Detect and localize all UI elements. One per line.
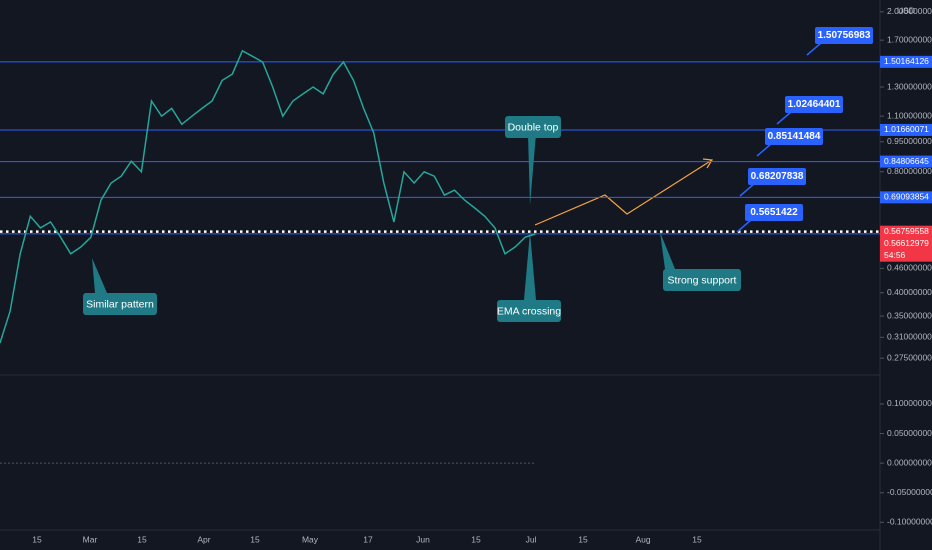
time-tick-label: 15 (137, 534, 147, 544)
price-tick-label: 1.70000000 (887, 34, 932, 44)
time-tick-label: May (302, 534, 319, 544)
price-tick-label: 0.40000000 (887, 287, 932, 297)
price-tick-label: 0.31000000 (887, 332, 932, 342)
projection-path (534, 159, 713, 226)
annotation-pointer (660, 232, 675, 269)
oscillator-tick-label: 0.05000000 (887, 428, 932, 438)
annotation-pointer (92, 258, 107, 293)
annotation-box (497, 300, 561, 322)
callout-box (785, 96, 843, 113)
annotation-box (83, 293, 157, 315)
time-tick-label: 15 (471, 534, 481, 544)
price-tick-label: 0.46000000 (887, 263, 932, 273)
callout-pointer (739, 183, 755, 197)
countdown: 54:56 (884, 250, 906, 260)
level-label: 1.01660071 (884, 124, 929, 134)
annotation-text: Similar pattern (86, 298, 154, 310)
callout-pointer (756, 143, 772, 157)
time-tick-label: 15 (250, 534, 260, 544)
callout-label: 0.85141484 (768, 131, 821, 142)
level-tag (880, 191, 932, 204)
callout-box (765, 128, 823, 145)
callout-label: 0.68207838 (751, 171, 804, 182)
annotation-text: Strong support (668, 274, 737, 286)
callout-box (815, 27, 873, 44)
level-label: 1.50164126 (884, 56, 929, 66)
callout-pointer (776, 111, 792, 125)
annotation-box (663, 269, 741, 291)
price-tick-label: 1.10000000 (887, 110, 932, 120)
price-line (0, 49, 536, 344)
time-tick-label: Jun (416, 534, 430, 544)
annotation-text: EMA crossing (497, 305, 561, 317)
time-tick-label: Mar (83, 534, 98, 544)
time-tick-label: 15 (32, 534, 42, 544)
current-price-tag (880, 225, 932, 262)
level-label: 0.69093854 (884, 192, 929, 202)
time-tick-label: Apr (197, 534, 210, 544)
annotation-pointer (524, 232, 536, 300)
callout-box (748, 168, 806, 185)
oscillator-tick-label: -0.10000000 (887, 517, 932, 527)
level-tag (880, 155, 932, 168)
callout-box (745, 204, 803, 221)
annotation-box (505, 116, 561, 138)
oscillator-tick-label: 0.10000000 (887, 398, 932, 408)
time-tick-label: 15 (578, 534, 588, 544)
time-tick-label: 17 (363, 534, 373, 544)
price-tick-label: 0.80000000 (887, 166, 932, 176)
projection-arrow (702, 158, 714, 169)
time-tick-label: 15 (692, 534, 702, 544)
oscillator-tick-label: 0.00000000 (887, 457, 932, 467)
price-tick-label: 0.35000000 (887, 310, 932, 320)
oscillator-tick-label: -0.05000000 (887, 487, 932, 497)
callout-pointer (806, 42, 822, 56)
time-tick-label: Aug (635, 534, 650, 544)
price-tick-label: 1.30000000 (887, 81, 932, 91)
callout-pointer (736, 219, 752, 233)
callout-label: 1.50756983 (818, 30, 871, 41)
price-tick-label: 2.00000000 (887, 6, 932, 16)
annotation-text: Double top (508, 121, 559, 133)
current-price-second: 0.56612979 (884, 238, 929, 248)
annotation-pointer (528, 134, 536, 205)
currency-label: USD (897, 5, 915, 15)
current-price-label: 0.56759558 (884, 226, 929, 236)
price-tick-label: 0.27500000 (887, 352, 932, 362)
callout-label: 0.5651422 (750, 207, 798, 218)
level-tag (880, 123, 932, 136)
level-label: 0.84806645 (884, 156, 929, 166)
callout-label: 1.02464401 (788, 99, 841, 110)
price-tick-label: 0.95000000 (887, 136, 932, 146)
time-tick-label: Jul (526, 534, 537, 544)
level-tag (880, 55, 932, 68)
